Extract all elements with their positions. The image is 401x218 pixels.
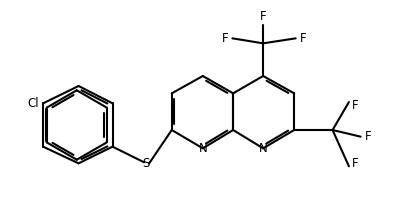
Text: N: N: [258, 142, 267, 155]
Text: S: S: [142, 157, 150, 170]
Text: F: F: [221, 32, 228, 45]
Text: F: F: [351, 99, 358, 111]
Text: Cl: Cl: [27, 97, 39, 110]
Text: F: F: [299, 32, 306, 45]
Text: F: F: [351, 157, 358, 170]
Text: N: N: [198, 142, 207, 155]
Text: F: F: [259, 10, 266, 23]
Text: F: F: [364, 130, 371, 143]
